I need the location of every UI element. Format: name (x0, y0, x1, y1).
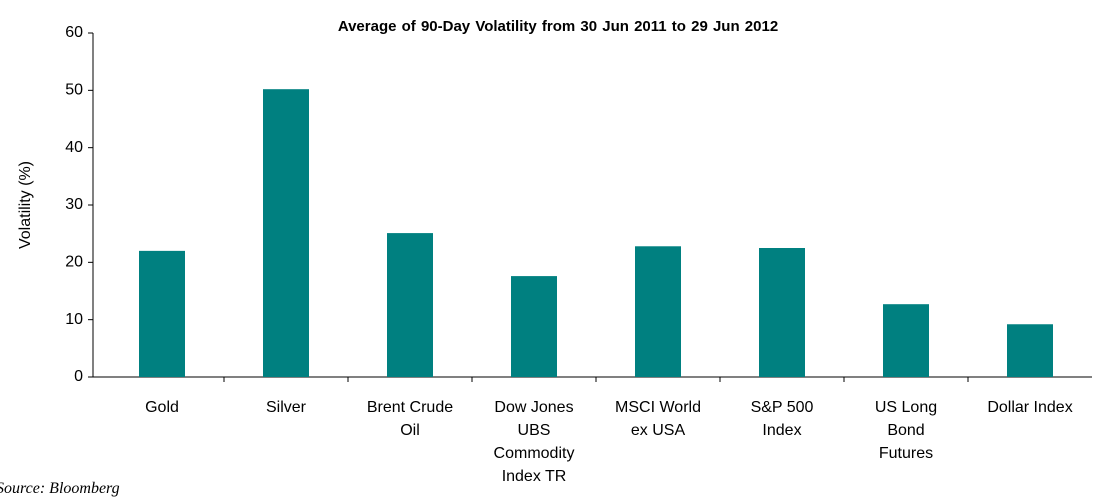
source-note: Source: Bloomberg (0, 480, 120, 497)
bar (263, 89, 309, 377)
bar (635, 246, 681, 377)
x-tick-label: MSCI World ex USA (615, 399, 701, 439)
y-tick-label: 50 (65, 82, 83, 99)
y-tick-label: 10 (65, 311, 83, 328)
bar (511, 276, 557, 377)
chart-title: Average of 90-Day Volatility from 30 Jun… (337, 18, 779, 35)
bar (139, 250, 185, 377)
y-tick-label: 60 (65, 24, 83, 41)
x-tick-label: Silver (265, 399, 306, 416)
y-tick-label: 20 (65, 254, 83, 271)
bar (1007, 324, 1053, 377)
x-tick-label: US Long Bond Futures (874, 399, 938, 462)
bar (387, 233, 433, 377)
x-tick-label: Dollar Index (987, 399, 1073, 416)
y-tick-label: 0 (74, 368, 83, 385)
bar (883, 304, 929, 377)
y-axis-label: Volatility (%) (17, 161, 34, 249)
x-tick-label: Dow Jones UBS Commodity Index TR (493, 399, 575, 485)
x-tick-label: Gold (145, 399, 179, 416)
y-tick-label: 30 (65, 196, 83, 213)
bar (759, 248, 805, 377)
x-tick-label: S&P 500 Index (750, 399, 814, 439)
y-tick-label: 40 (65, 139, 83, 156)
x-tick-label: Brent Crude Oil (366, 399, 454, 439)
